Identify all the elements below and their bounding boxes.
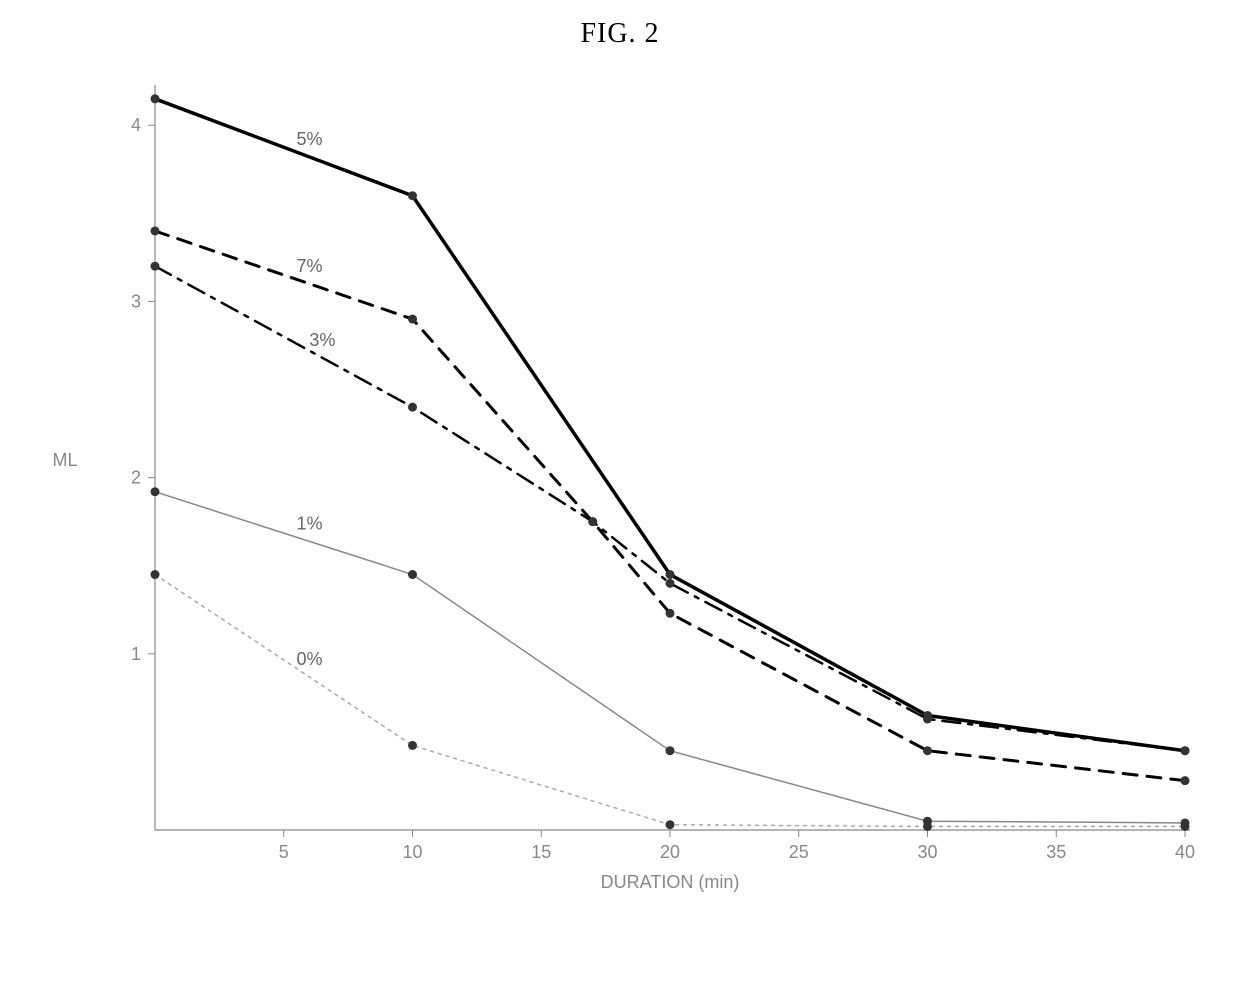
figure-title: FIG. 2 xyxy=(0,0,1240,50)
series-marker-1% xyxy=(666,746,675,755)
chart-container: 1 2 3 4 5 10 15 20 25 30 35 40 DURATION (min) ML 5% 7% 3… xyxy=(0,50,1240,920)
series-marker-0% xyxy=(151,570,160,579)
x-tick-label: 20 xyxy=(660,842,680,862)
line-chart: 1 2 3 4 5 10 15 20 25 30 35 40 DURATION (min) ML 5% 7% 3… xyxy=(0,50,1240,920)
series-marker-7% xyxy=(666,609,675,618)
series-marker-5% xyxy=(151,94,160,103)
series-marker-7% xyxy=(408,315,417,324)
series-marker-0% xyxy=(666,820,675,829)
series-marker-0% xyxy=(1181,822,1190,831)
series-marker-7% xyxy=(923,746,932,755)
series-line-7% xyxy=(155,231,1185,781)
y-tick-label: 3 xyxy=(131,291,141,311)
series-marker-3% xyxy=(666,579,675,588)
series-marker-3% xyxy=(588,517,597,526)
series-marker-5% xyxy=(408,191,417,200)
x-axis-label: DURATION (min) xyxy=(601,872,740,892)
series-marker-5% xyxy=(666,570,675,579)
series-marker-7% xyxy=(151,226,160,235)
series-marker-3% xyxy=(923,715,932,724)
series-marker-1% xyxy=(408,570,417,579)
x-tick-label: 40 xyxy=(1175,842,1195,862)
x-tick-label: 5 xyxy=(279,842,289,862)
x-tick-label: 10 xyxy=(402,842,422,862)
series-label-0%: 0% xyxy=(296,649,322,669)
series-marker-1% xyxy=(151,487,160,496)
series-label-3%: 3% xyxy=(309,330,335,350)
series-label-5%: 5% xyxy=(296,129,322,149)
x-tick-label: 30 xyxy=(917,842,937,862)
y-axis-label: ML xyxy=(52,450,77,470)
series-marker-7% xyxy=(1181,776,1190,785)
series-marker-0% xyxy=(408,741,417,750)
x-tick-label: 35 xyxy=(1046,842,1066,862)
series-marker-3% xyxy=(408,403,417,412)
series-marker-3% xyxy=(1181,746,1190,755)
x-tick-label: 25 xyxy=(789,842,809,862)
y-tick-label: 1 xyxy=(131,644,141,664)
series-label-7%: 7% xyxy=(296,256,322,276)
series-marker-3% xyxy=(151,262,160,271)
series-marker-0% xyxy=(923,822,932,831)
y-tick-label: 4 xyxy=(131,115,141,135)
series-label-1%: 1% xyxy=(296,513,322,533)
y-tick-label: 2 xyxy=(131,468,141,488)
x-tick-label: 15 xyxy=(531,842,551,862)
